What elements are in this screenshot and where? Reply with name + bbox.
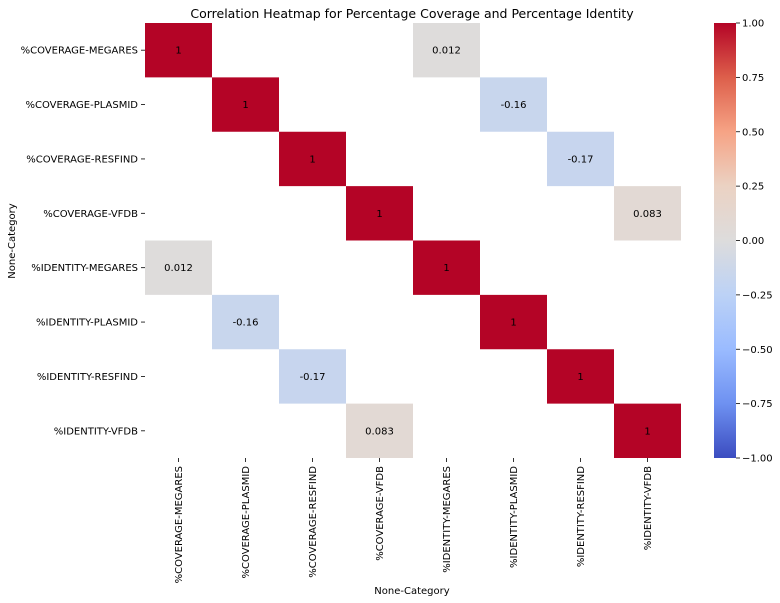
- colorbar: [714, 23, 736, 458]
- heatmap-cell-label: -0.16: [233, 318, 259, 329]
- heatmap-cell-label: -0.17: [568, 154, 594, 165]
- heatmap-cell: [614, 403, 681, 458]
- y-tick-label: %IDENTITY-VFDB: [54, 426, 138, 437]
- y-tick-label: %COVERAGE-MEGARES: [21, 46, 138, 57]
- y-tick-label: %IDENTITY-RESFIND: [37, 372, 138, 383]
- heatmap-cell-label: 0.083: [633, 209, 662, 220]
- heatmap-cell-label: 1: [644, 426, 650, 437]
- heatmap-cell-label: 0.012: [164, 263, 193, 274]
- colorbar-tick-label: −0.50: [742, 345, 773, 356]
- y-axis-ticks: %COVERAGE-MEGARES %COVERAGE-PLASMID %COVER…: [21, 46, 145, 437]
- heatmap-cell: [547, 349, 614, 404]
- heatmap-cells: [145, 23, 681, 458]
- x-axis-label: None-Category: [374, 586, 449, 597]
- colorbar-tick-label: 0.75: [742, 73, 764, 84]
- heatmap-cell: [279, 349, 346, 404]
- heatmap-cell-label: 0.012: [432, 46, 461, 57]
- heatmap-cell: [212, 294, 279, 350]
- heatmap-cell: [413, 23, 480, 78]
- heatmap-cell-labels: 1 0.012 1 -0.16 1 -0.17 1 0.083 0.012 1 -0.16 1 -0.1…: [164, 46, 662, 438]
- heatmap-cell-label: 1: [242, 100, 248, 111]
- colorbar-tick-label: 0.00: [742, 236, 764, 247]
- y-tick-label: %COVERAGE-PLASMID: [25, 100, 138, 111]
- x-tick-label: %IDENTITY-PLASMID: [509, 466, 520, 568]
- x-tick-label: %IDENTITY-MEGARES: [442, 466, 453, 573]
- heatmap-cell: [145, 240, 212, 295]
- x-tick-label: %IDENTITY-RESFIND: [576, 466, 587, 567]
- x-tick-label: %COVERAGE-PLASMID: [241, 466, 252, 579]
- heatmap-cell: [212, 77, 279, 132]
- heatmap-cell: [614, 186, 681, 241]
- heatmap-cell-label: -0.17: [300, 372, 326, 383]
- heatmap-cell-label: 1: [309, 154, 315, 165]
- heatmap-cell: [145, 23, 212, 78]
- x-tick-label: %COVERAGE-RESFIND: [308, 466, 319, 578]
- heatmap-cell-label: -0.16: [501, 100, 527, 111]
- x-axis-ticks: %COVERAGE-MEGARES %COVERAGE-PLASMID %COVER…: [174, 458, 654, 583]
- colorbar-tick-label: −0.75: [742, 399, 773, 410]
- heatmap-cell: [346, 186, 413, 241]
- colorbar-tick-label: 0.50: [742, 127, 764, 138]
- y-tick-label: %IDENTITY-MEGARES: [31, 263, 138, 274]
- colorbar-tick-label: −1.00: [742, 454, 773, 465]
- heatmap-cell-label: 1: [175, 46, 181, 57]
- heatmap-cell: [413, 240, 480, 295]
- heatmap-cell: [547, 131, 614, 187]
- heatmap-cell-label: 1: [443, 263, 449, 274]
- x-tick-label: %IDENTITY-VFDB: [643, 466, 654, 550]
- x-tick-label: %COVERAGE-VFDB: [375, 466, 386, 561]
- heatmap-cell: [279, 131, 346, 187]
- colorbar-ticks: 1.00 0.75 0.50 0.25 0.00 −0.25 −0.50 −0.75 −1.00: [736, 19, 773, 465]
- chart-title: Correlation Heatmap for Percentage Cover…: [190, 6, 634, 21]
- colorbar-tick-label: 1.00: [742, 19, 764, 30]
- heatmap-cell: [480, 294, 547, 350]
- colorbar-tick-label: 0.25: [742, 182, 764, 193]
- y-tick-label: %COVERAGE-VFDB: [43, 209, 138, 220]
- heatmap-cell-label: 0.083: [365, 426, 394, 437]
- heatmap-cell: [346, 403, 413, 458]
- heatmap-cell-label: 1: [376, 209, 382, 220]
- y-tick-label: %COVERAGE-RESFIND: [26, 154, 138, 165]
- y-axis-label: None-Category: [7, 203, 18, 278]
- heatmap-cell-label: 1: [577, 372, 583, 383]
- x-tick-label: %COVERAGE-MEGARES: [174, 466, 185, 583]
- colorbar-tick-label: −0.25: [742, 290, 773, 301]
- heatmap-cell-label: 1: [510, 318, 516, 329]
- y-tick-label: %IDENTITY-PLASMID: [36, 318, 138, 329]
- heatmap-cell: [480, 77, 547, 132]
